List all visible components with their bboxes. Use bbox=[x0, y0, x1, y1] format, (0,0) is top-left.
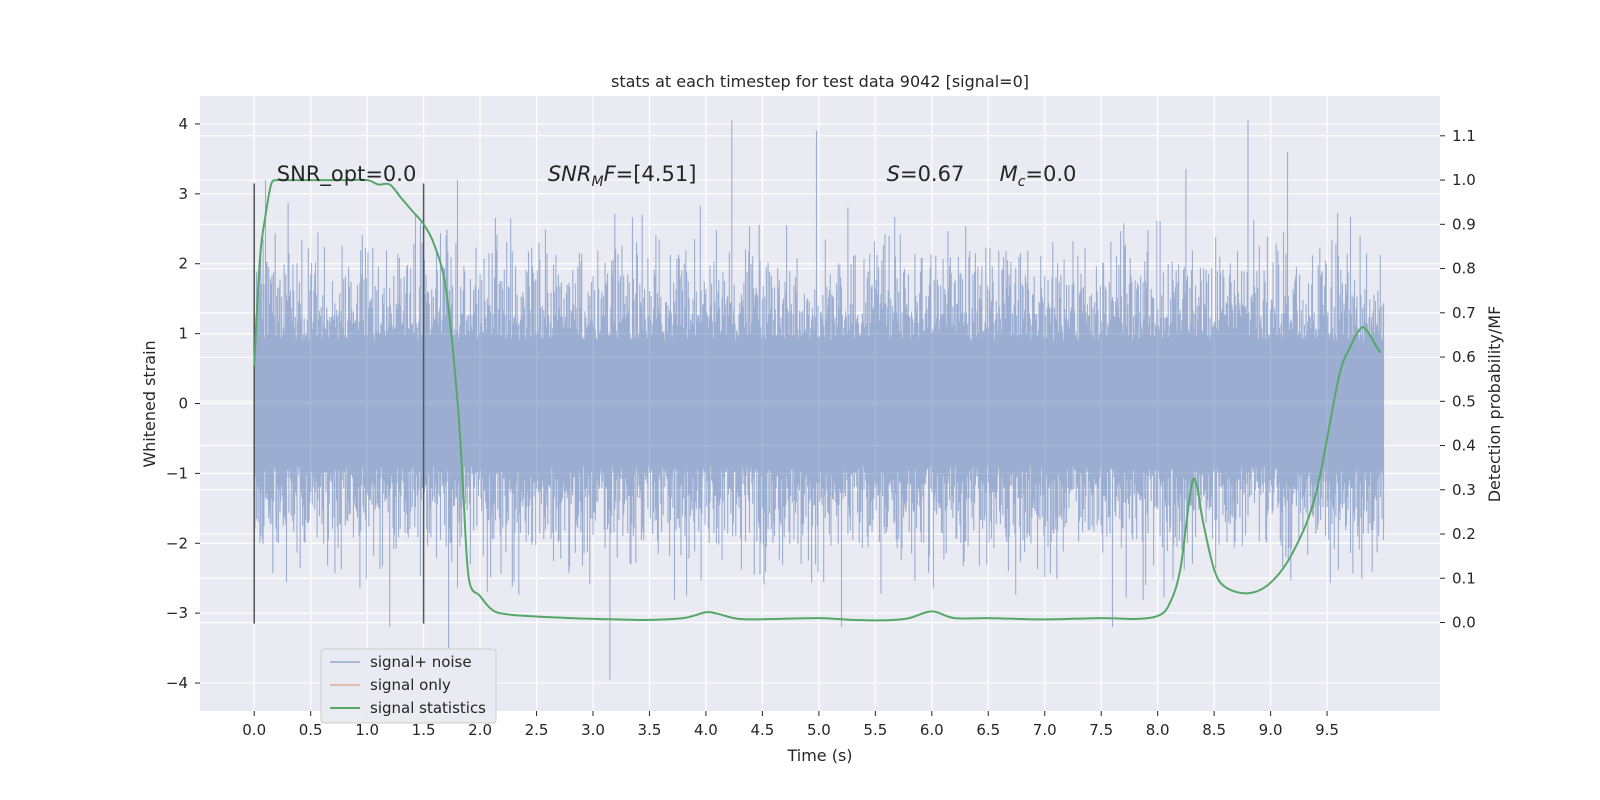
x-tick-label: 4.0 bbox=[694, 721, 718, 739]
chart-title: stats at each timestep for test data 904… bbox=[611, 72, 1029, 91]
legend: signal+ noise signal only signal statist… bbox=[320, 648, 497, 724]
x-tick-label: 0.5 bbox=[299, 721, 323, 739]
y-right-tick-label: 0.1 bbox=[1452, 569, 1476, 587]
right-y-axis-label: Detection probability/MF bbox=[1485, 306, 1504, 503]
annotation-snr-opt: SNR_opt=0.0 bbox=[277, 162, 417, 187]
y-left-tick-label: 4 bbox=[178, 115, 188, 133]
right-y-tick-labels: 0.0 0.1 0.2 0.3 0.4 0.5 0.6 0.7 0.8 0.9 1.0 1.1 bbox=[1440, 127, 1476, 632]
x-tick-label: 3.0 bbox=[581, 721, 605, 739]
legend-box bbox=[320, 648, 497, 724]
y-right-tick-label: 0.5 bbox=[1452, 392, 1476, 410]
annotation-mc-value: Mc=0.0 bbox=[1000, 162, 1077, 190]
y-left-tick-label: 3 bbox=[178, 185, 188, 203]
left-y-tick-labels: −4 −3 −2 −1 0 1 2 3 4 bbox=[166, 115, 200, 692]
y-right-tick-label: 1.1 bbox=[1452, 127, 1476, 145]
legend-label-statistics: signal statistics bbox=[370, 699, 486, 717]
signal-statistics-line bbox=[253, 178, 1381, 622]
x-tick-label: 2.5 bbox=[525, 721, 549, 739]
y-right-tick-label: 0.2 bbox=[1452, 525, 1476, 543]
x-tick-label: 5.5 bbox=[863, 721, 887, 739]
y-right-tick-label: 0.7 bbox=[1452, 304, 1476, 322]
x-tick-label: 2.0 bbox=[468, 721, 492, 739]
y-left-tick-label: 2 bbox=[178, 255, 188, 273]
legend-label-noise: signal+ noise bbox=[370, 653, 472, 671]
y-right-tick-label: 0.8 bbox=[1452, 260, 1476, 278]
x-tick-label: 9.5 bbox=[1315, 721, 1339, 739]
y-right-tick-label: 1.0 bbox=[1452, 171, 1476, 189]
y-right-tick-label: 0.6 bbox=[1452, 348, 1476, 366]
x-tick-label: 8.5 bbox=[1202, 721, 1226, 739]
annotation-part: S bbox=[887, 162, 900, 186]
annotation-part: M bbox=[1000, 162, 1018, 186]
y-right-tick-label: 0.3 bbox=[1452, 481, 1476, 499]
x-tick-label: 1.5 bbox=[412, 721, 436, 739]
annotation-snr-mf: SNRMF=[4.51] bbox=[548, 162, 697, 190]
x-tick-label: 6.5 bbox=[976, 721, 1000, 739]
annotation-part: =0.67 bbox=[900, 162, 964, 186]
y-left-tick-label: −2 bbox=[166, 534, 188, 552]
y-right-tick-label: 0.9 bbox=[1452, 215, 1476, 233]
y-left-tick-label: 0 bbox=[178, 395, 188, 413]
y-right-tick-label: 0.4 bbox=[1452, 437, 1476, 455]
annotation-part: F bbox=[604, 162, 617, 186]
y-left-tick-label: −1 bbox=[166, 464, 188, 482]
y-right-tick-label: 0.0 bbox=[1452, 614, 1476, 632]
x-tick-label: 1.0 bbox=[355, 721, 379, 739]
annotation-part: M bbox=[591, 174, 603, 190]
x-tick-label: 7.5 bbox=[1089, 721, 1113, 739]
annotation-part: SNR bbox=[548, 162, 592, 186]
left-y-axis-label: Whitened strain bbox=[140, 340, 159, 467]
x-tick-label: 6.0 bbox=[920, 721, 944, 739]
x-tick-label: 7.0 bbox=[1033, 721, 1057, 739]
y-left-tick-label: −4 bbox=[166, 674, 188, 692]
x-tick-label: 5.0 bbox=[807, 721, 831, 739]
annotations: SNR_opt=0.0 SNRMF=[4.51] S=0.67 Mc=0.0 bbox=[277, 162, 1077, 190]
y-left-tick-label: 1 bbox=[178, 325, 188, 343]
x-tick-label: 0.0 bbox=[242, 721, 266, 739]
x-tick-labels: 0.0 0.5 1.0 1.5 2.0 2.5 3.0 3.5 4.0 4.5 5.0 5.5 6.0 6… bbox=[242, 711, 1339, 739]
annotation-s-value: S=0.67 bbox=[887, 162, 965, 186]
x-axis-label: Time (s) bbox=[786, 746, 852, 765]
annotation-part: =0.0 bbox=[1025, 162, 1076, 186]
x-tick-label: 8.0 bbox=[1146, 721, 1170, 739]
x-tick-label: 3.5 bbox=[638, 721, 662, 739]
legend-label-signal-only: signal only bbox=[370, 676, 451, 694]
annotation-part: =[4.51] bbox=[616, 162, 697, 186]
x-tick-label: 4.5 bbox=[750, 721, 774, 739]
vertical-markers bbox=[253, 183, 425, 624]
annotation-part: c bbox=[1018, 174, 1026, 190]
x-tick-label: 9.0 bbox=[1259, 721, 1283, 739]
y-left-tick-label: −3 bbox=[166, 604, 188, 622]
